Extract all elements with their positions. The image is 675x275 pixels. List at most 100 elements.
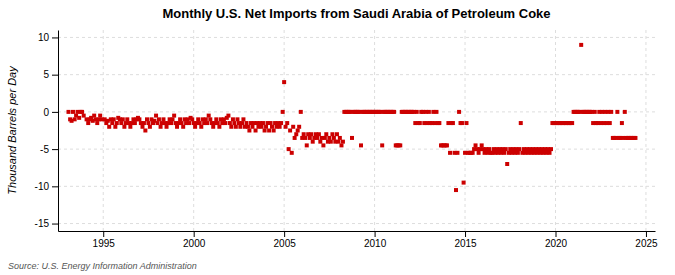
- x-tick: 2000: [183, 231, 206, 249]
- point: [137, 117, 141, 121]
- point: [217, 125, 221, 129]
- y-tick-label: 5: [43, 69, 49, 80]
- point: [234, 125, 238, 129]
- y-tick: 0: [43, 107, 58, 118]
- x-tick: 2020: [545, 231, 568, 249]
- point: [228, 121, 232, 125]
- point: [305, 143, 309, 147]
- point: [434, 110, 438, 114]
- point: [146, 121, 150, 125]
- y-tick: 10: [38, 32, 58, 43]
- point: [246, 125, 250, 129]
- y-axis-line: [58, 31, 59, 232]
- point: [284, 125, 288, 129]
- point: [107, 125, 111, 129]
- point: [165, 125, 169, 129]
- point: [125, 117, 129, 121]
- x-tick-label: 2020: [545, 238, 568, 249]
- x-tick-mark: [646, 231, 647, 237]
- point: [332, 136, 336, 140]
- point: [207, 114, 211, 118]
- point: [620, 121, 624, 125]
- point: [593, 110, 597, 114]
- point: [323, 136, 327, 140]
- x-axis: 1995200020052010201520202025: [59, 231, 659, 249]
- x-tick-label: 1995: [93, 238, 116, 249]
- point: [122, 125, 126, 129]
- point: [214, 117, 218, 121]
- point: [263, 129, 267, 133]
- point: [380, 143, 384, 147]
- y-grid-line: [58, 223, 655, 224]
- point: [156, 121, 160, 125]
- x-tick: 2025: [635, 231, 658, 249]
- point: [329, 140, 333, 144]
- point: [196, 117, 200, 121]
- y-tick-label: 10: [38, 32, 50, 43]
- point: [193, 125, 197, 129]
- point: [338, 136, 342, 140]
- point: [190, 117, 194, 121]
- chart-container: 1995200020052010201520202025-15-10-50510…: [0, 0, 675, 275]
- point: [608, 121, 612, 125]
- point: [285, 121, 289, 125]
- point: [398, 143, 402, 147]
- point: [457, 110, 461, 114]
- point: [464, 121, 468, 125]
- point: [181, 125, 185, 129]
- point: [570, 121, 574, 125]
- points: [66, 43, 637, 192]
- point: [172, 114, 176, 118]
- point: [112, 117, 116, 121]
- point: [297, 125, 301, 129]
- point: [454, 188, 458, 192]
- point: [462, 181, 466, 185]
- point: [321, 143, 325, 147]
- point: [455, 151, 459, 155]
- y-tick-mark: [52, 224, 58, 225]
- point: [288, 129, 292, 133]
- point: [161, 117, 165, 121]
- y-grid-line: [58, 74, 655, 75]
- y-axis: -15-10-50510: [35, 31, 59, 232]
- point: [82, 114, 86, 118]
- point: [92, 114, 96, 118]
- x-tick-mark: [556, 231, 557, 237]
- point: [505, 162, 509, 166]
- point: [148, 125, 152, 129]
- point: [296, 129, 300, 133]
- point: [223, 121, 227, 125]
- x-tick: 2015: [454, 231, 477, 249]
- point: [318, 140, 322, 144]
- point: [261, 121, 265, 125]
- point: [427, 110, 431, 114]
- point: [143, 129, 147, 133]
- x-tick-label: 2025: [635, 238, 658, 249]
- point: [350, 136, 354, 140]
- x-tick-mark: [194, 231, 195, 237]
- point: [317, 132, 321, 136]
- point: [71, 110, 75, 114]
- point: [260, 125, 264, 129]
- point: [335, 132, 339, 136]
- y-tick-mark: [52, 37, 58, 38]
- x-tick-mark: [465, 231, 466, 237]
- point: [272, 129, 276, 133]
- point: [208, 117, 212, 121]
- point: [241, 117, 245, 121]
- point: [448, 151, 452, 155]
- point: [327, 136, 331, 140]
- point: [548, 151, 552, 155]
- point: [311, 140, 315, 144]
- point: [73, 117, 77, 121]
- point: [609, 110, 613, 114]
- point: [516, 151, 520, 155]
- point: [299, 110, 303, 114]
- x-tick: 2005: [274, 231, 297, 249]
- point: [270, 125, 274, 129]
- point: [264, 125, 268, 129]
- point: [517, 147, 521, 151]
- point: [623, 110, 627, 114]
- point: [519, 121, 523, 125]
- point: [341, 140, 345, 144]
